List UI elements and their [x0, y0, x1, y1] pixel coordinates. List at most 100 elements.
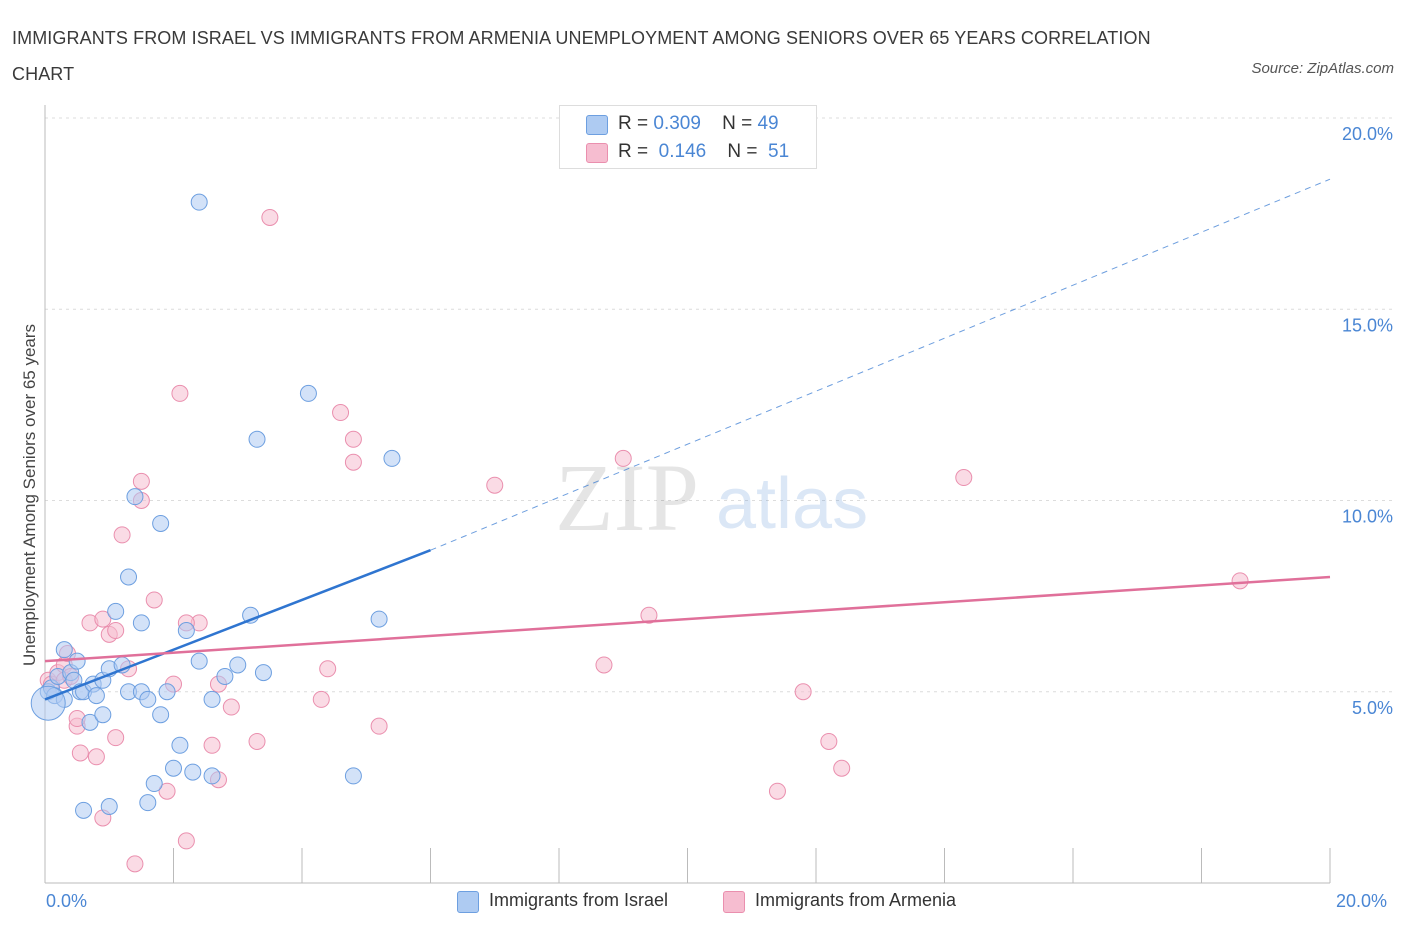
israel-point	[203, 690, 221, 708]
watermark: ZIP atlas	[555, 444, 868, 551]
israel-point	[75, 801, 93, 819]
armenia-point	[640, 606, 658, 624]
legend-label-armenia: Immigrants from Armenia	[755, 890, 957, 910]
armenia-point	[486, 476, 504, 494]
armenia-point	[158, 782, 176, 800]
israel-point	[120, 568, 138, 586]
israel-point	[190, 652, 208, 670]
israel-point	[177, 622, 195, 640]
series-legend: Immigrants from Israel Immigrants from A…	[0, 888, 1406, 918]
armenia-point	[344, 430, 362, 448]
axes	[44, 105, 1331, 884]
israel-point	[165, 759, 182, 777]
israel-trend-extension	[430, 178, 1331, 551]
israel-point	[139, 690, 157, 708]
israel-point	[184, 763, 202, 781]
armenia-point	[248, 732, 266, 750]
israel-point	[216, 667, 234, 685]
armenia-point	[768, 782, 786, 800]
x-tick-label-min: 0.0%	[46, 891, 88, 911]
armenia-point	[203, 736, 221, 754]
armenia-point	[171, 384, 189, 402]
israel-point	[55, 641, 73, 659]
grid-lines	[45, 117, 1395, 693]
armenia-point	[370, 717, 388, 735]
source-label: Source: ZipAtlas.com	[1251, 60, 1394, 77]
armenia-point	[107, 729, 125, 747]
y-tick-label: 5.0%	[1352, 698, 1393, 718]
armenia-point	[177, 832, 195, 850]
armenia-point	[222, 698, 240, 716]
y-axis-label: Unemployment Among Seniors over 65 years	[20, 323, 39, 667]
chart-title: IMMIGRANTS FROM ISRAEL VS IMMIGRANTS FRO…	[12, 28, 1151, 84]
armenia-legend-swatch	[723, 891, 745, 913]
armenia-point	[71, 744, 89, 762]
israel-point	[81, 713, 99, 731]
y-tick-label: 10.0%	[1342, 507, 1393, 527]
armenia-point	[820, 732, 838, 750]
n-label: N =	[727, 141, 758, 162]
israel-point	[152, 514, 170, 532]
israel-point	[248, 430, 266, 448]
armenia-point	[94, 610, 112, 628]
israel-point	[254, 664, 272, 682]
y-tick-labels: 5.0% 10.0% 15.0% 20.0%	[1342, 124, 1393, 718]
armenia-point	[344, 453, 362, 471]
israel-point-large	[30, 685, 66, 721]
israel-point	[229, 656, 247, 674]
armenia-point	[794, 683, 812, 701]
r-value-israel: 0.309	[653, 113, 701, 134]
israel-point	[145, 775, 163, 793]
israel-trend-line	[44, 549, 431, 701]
trend-lines	[44, 178, 1331, 701]
armenia-point	[261, 208, 279, 226]
israel-legend-swatch	[457, 891, 479, 913]
watermark-atlas: atlas	[716, 464, 868, 544]
israel-point	[370, 610, 388, 628]
israel-point	[158, 683, 176, 701]
armenia-point	[113, 526, 131, 544]
armenia-swatch	[586, 143, 608, 163]
n-label: N =	[722, 113, 753, 134]
correlation-legend: R = 0.309 N = 49 R = 0.146 N = 51	[559, 105, 817, 169]
r-label: R =	[618, 141, 649, 162]
israel-point	[107, 602, 125, 620]
israel-points	[30, 193, 401, 819]
armenia-point	[955, 469, 973, 487]
israel-point	[94, 706, 112, 724]
n-value-armenia: 51	[768, 141, 790, 162]
armenia-point	[126, 855, 144, 873]
israel-point	[132, 614, 150, 632]
israel-swatch	[586, 115, 608, 135]
israel-point	[203, 767, 221, 785]
israel-point	[344, 767, 362, 785]
israel-point	[68, 652, 86, 670]
armenia-point	[595, 656, 613, 674]
y-tick-label: 15.0%	[1342, 315, 1393, 335]
r-label: R =	[618, 113, 649, 134]
israel-point	[383, 449, 401, 467]
armenia-point	[145, 591, 163, 609]
armenia-point	[833, 759, 851, 777]
n-value-israel: 49	[757, 113, 779, 134]
armenia-point	[107, 622, 125, 640]
legend-label-israel: Immigrants from Israel	[489, 890, 669, 910]
armenia-point	[87, 748, 105, 766]
israel-point	[190, 193, 208, 211]
israel-point	[139, 794, 157, 812]
y-tick-label: 20.0%	[1342, 124, 1393, 144]
israel-point	[100, 798, 118, 815]
israel-point	[152, 706, 170, 724]
israel-point	[299, 384, 317, 402]
armenia-point	[332, 404, 350, 422]
armenia-trend-line	[44, 575, 1331, 663]
armenia-point	[614, 449, 632, 467]
israel-point	[126, 488, 144, 506]
israel-point	[171, 736, 189, 754]
armenia-point	[132, 472, 150, 490]
r-value-armenia: 0.146	[658, 141, 707, 162]
x-tick-label-max: 20.0%	[1336, 891, 1388, 911]
armenia-point	[312, 690, 330, 708]
israel-point	[87, 687, 105, 705]
